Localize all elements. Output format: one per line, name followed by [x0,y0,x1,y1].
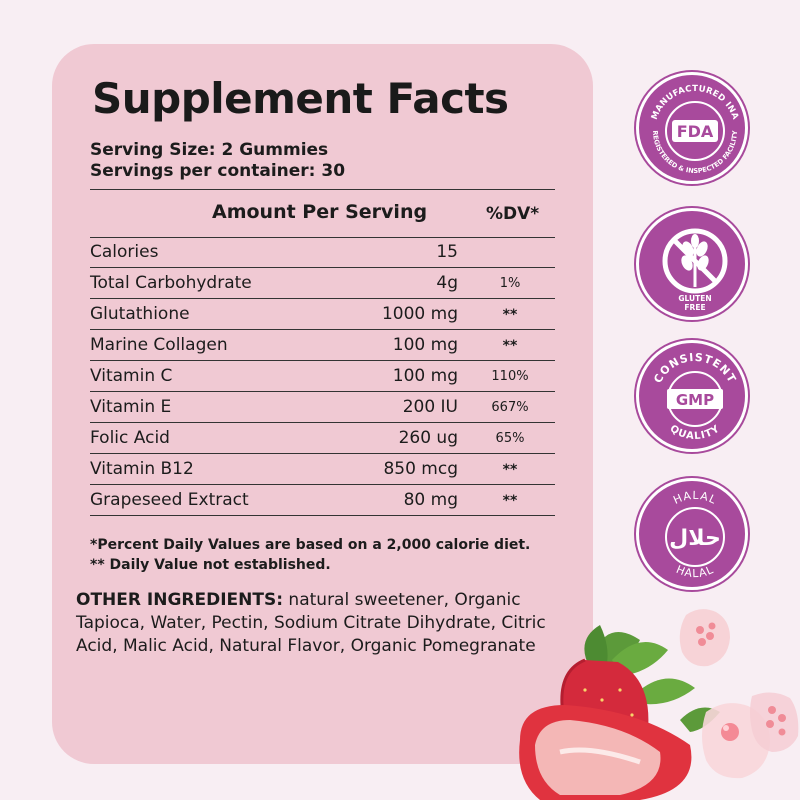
divider [90,237,555,238]
halal-arabic-text: حلال [669,526,721,551]
table-row: Marine Collagen 100 mg ** [90,330,555,361]
table-row: Total Carbohydrate 4g 1% [90,268,555,299]
serving-size: Serving Size: 2 Gummies [90,140,329,160]
nutrient-name: Glutathione [90,304,190,324]
gluten-free-badge: GLUTEN FREE [636,208,748,320]
nutrient-amount: 200 IU [402,397,458,417]
nutrient-name: Marine Collagen [90,335,228,355]
nutrient-amount: 260 ug [398,428,458,448]
fda-badge: MANUFACTURED INA REGISTERED & INSPECTED … [636,72,748,184]
other-ingredients-label: OTHER INGREDIENTS: [76,590,284,610]
nutrient-name: Vitamin E [90,397,172,417]
nutrient-dv: ** [502,307,518,323]
strawberry-half-icon [519,705,720,800]
nutrient-table: Calories 15 Total Carbohydrate 4g 1% Glu… [90,237,555,516]
halal-badge: HALAL HALAL حلال [636,478,748,590]
gummy-icon [750,692,799,752]
footnote-dv: *Percent Daily Values are based on a 2,0… [90,537,531,553]
divider [90,189,555,190]
nutrient-dv: 667% [491,400,529,415]
servings-per-container: Servings per container: 30 [90,161,346,181]
nutrient-name: Folic Acid [90,428,170,448]
amount-per-serving-header: Amount Per Serving [212,201,428,223]
gummy-icon [679,609,730,667]
nutrient-amount: 100 mg [392,335,458,355]
nutrient-amount: 850 mcg [383,459,458,479]
gmp-center-text: GMP [676,391,714,409]
nutrient-name: Calories [90,242,159,262]
footnote-not-established: ** Daily Value not established. [90,557,331,573]
dv-header: %DV* [486,204,540,224]
gluten-text-2: FREE [684,303,705,312]
nutrient-amount: 80 mg [403,490,458,510]
table-row: Vitamin E 200 IU 667% [90,392,555,423]
nutrient-dv: 65% [495,431,525,446]
table-row: Vitamin C 100 mg 110% [90,361,555,392]
fda-center-text: FDA [677,122,714,141]
nutrient-dv: ** [502,493,518,509]
table-row: Glutathione 1000 mg ** [90,299,555,330]
halal-top-text: HALAL [671,489,717,507]
table-row: Folic Acid 260 ug 65% [90,423,555,454]
table-row: Grapeseed Extract 80 mg ** [90,485,555,516]
table-row: Vitamin B12 850 mcg ** [90,454,555,485]
svg-text:HALAL: HALAL [674,563,716,580]
svg-text:HALAL: HALAL [671,489,718,507]
nutrient-dv: ** [502,462,518,478]
gluten-text-1: GLUTEN [678,294,711,303]
nutrient-dv: 110% [491,369,529,384]
nutrient-name: Grapeseed Extract [90,490,249,510]
nutrient-amount: 1000 mg [381,304,458,324]
nutrient-dv: ** [502,338,518,354]
nutrient-name: Vitamin B12 [90,459,194,479]
halal-bottom-text: HALAL [674,563,715,580]
gmp-badge: CONSISTENT QUALITY GMP [636,340,748,452]
nutrient-amount: 4g [436,273,458,293]
other-ingredients: OTHER INGREDIENTS: natural sweetener, Or… [76,589,566,658]
nutrient-dv: 1% [499,276,521,291]
nutrient-amount: 15 [436,242,458,262]
supplement-facts-panel: Supplement Facts Serving Size: 2 Gummies… [52,44,593,764]
nutrient-name: Vitamin C [90,366,173,386]
table-row: Calories 15 [90,237,555,268]
page-title: Supplement Facts [92,74,509,123]
other-ingredients-text: natural sweetener, Organic Tapioca, Wate… [76,590,546,656]
nutrient-amount: 100 mg [392,366,458,386]
nutrient-name: Total Carbohydrate [90,273,252,293]
no-wheat-icon [662,228,728,294]
